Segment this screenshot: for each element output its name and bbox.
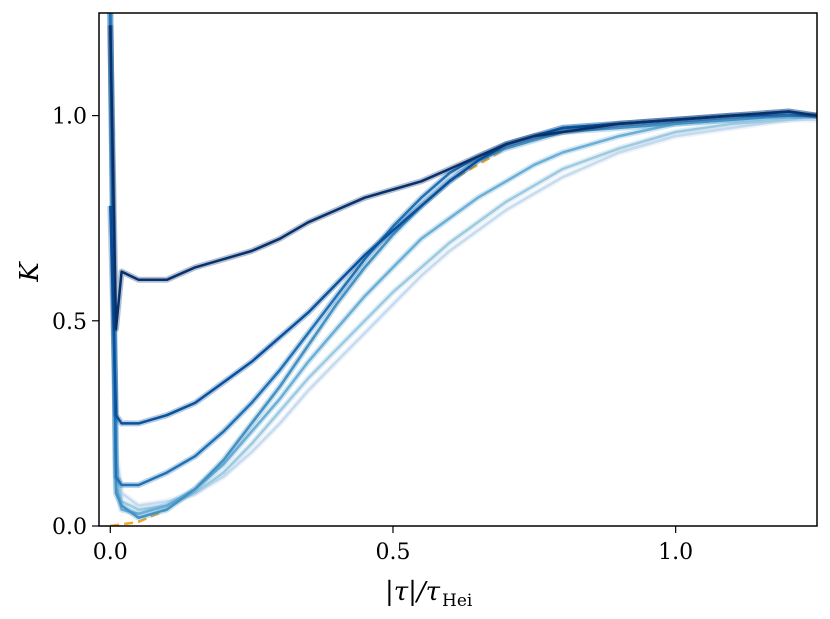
y-tick-label: 1.0 <box>52 105 87 130</box>
plot-frame <box>98 12 818 527</box>
series-2-line <box>109 110 817 425</box>
series-4-line <box>109 13 817 520</box>
series-3-line <box>109 13 817 487</box>
series-7-line <box>109 13 817 507</box>
series-5-line <box>109 13 817 515</box>
series-2-band <box>107 108 817 427</box>
y-tick-label: 0.5 <box>52 310 87 335</box>
x-axis-label-subscript: Hei <box>442 591 473 611</box>
x-tick-label: 0.0 <box>93 540 128 565</box>
x-tick-label: 1.0 <box>658 540 693 565</box>
x-tick-label: 0.5 <box>375 540 410 565</box>
ticks-layer: 0.0 0.5 1.0 0.0 0.5 1.0 <box>52 105 693 565</box>
series-4-band <box>107 13 817 521</box>
series-3-band <box>107 13 817 488</box>
y-tick-label: 0.0 <box>52 515 87 540</box>
x-axis-label-main: |τ|/τ <box>385 577 441 607</box>
y-axis-label: K <box>15 261 45 283</box>
series-layer <box>107 13 817 526</box>
series-1-band <box>107 25 817 332</box>
x-axis-label: |τ|/τ <box>385 577 441 607</box>
series-1-line <box>109 25 817 331</box>
